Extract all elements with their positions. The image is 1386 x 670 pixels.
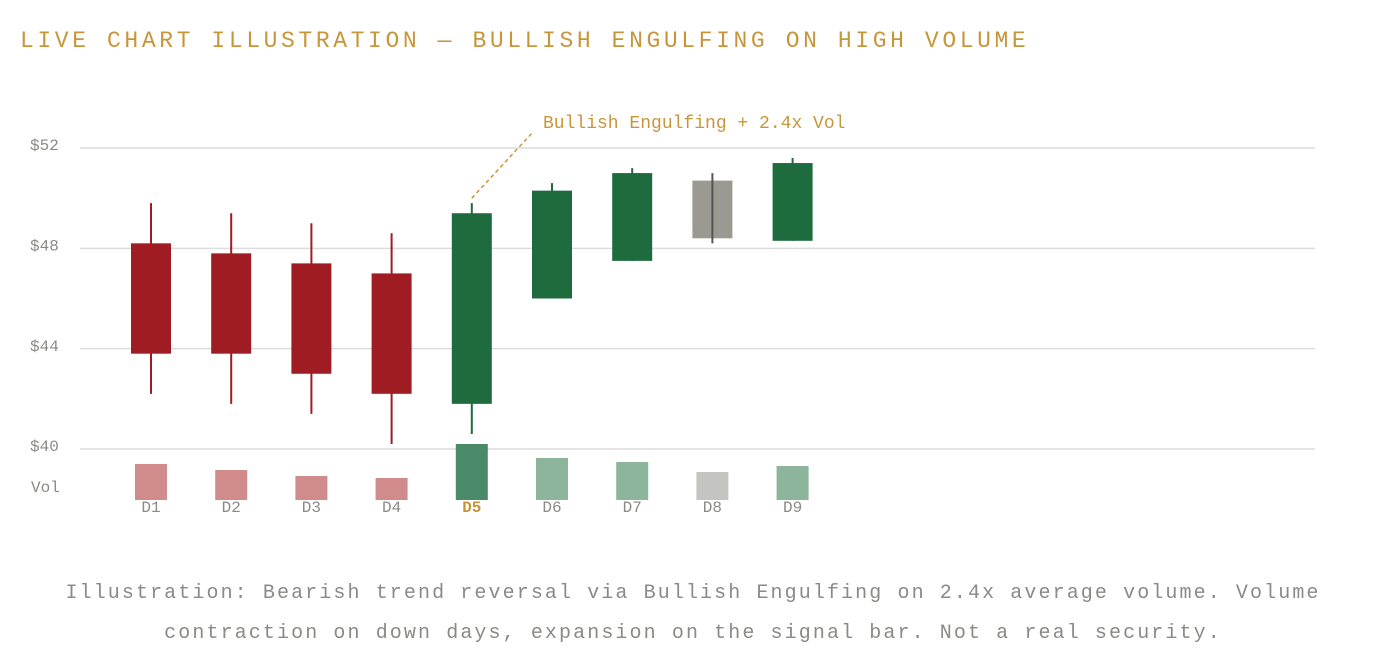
candle-body <box>451 213 492 404</box>
x-tick-label: D7 <box>623 499 642 517</box>
x-tick-label: D3 <box>302 499 321 517</box>
candle-body <box>211 253 252 354</box>
chart-title: LIVE CHART ILLUSTRATION — BULLISH ENGULF… <box>20 28 1030 54</box>
volume-bar <box>536 458 568 500</box>
x-tick-label: D2 <box>222 499 241 517</box>
x-tick-label: D1 <box>141 499 160 517</box>
candle-body <box>612 173 653 261</box>
x-tick-label: D8 <box>703 499 722 517</box>
x-tick-label: D5 <box>462 499 481 517</box>
volume-bar <box>616 462 649 500</box>
volume-bar <box>375 478 408 500</box>
candle-body <box>532 190 572 299</box>
annotation-leader <box>471 131 534 199</box>
volume-bar <box>215 470 248 500</box>
volume-bar <box>455 444 488 500</box>
volume-bar <box>776 466 809 500</box>
candle-body <box>131 243 171 354</box>
x-tick-label: D9 <box>783 499 802 517</box>
volume-bar <box>696 472 729 500</box>
chart: $52 $48 $44 $40 Vol D1 D2 D3 D4 D5 D6 D7 D8 D9 Bullish… <box>30 114 1315 517</box>
volume-bar <box>295 476 328 500</box>
candle-body <box>291 263 332 374</box>
y-tick-label: $52 <box>30 137 59 155</box>
x-tick-label: D6 <box>542 499 561 517</box>
caption: Illustration: Bearish trend reversal via… <box>65 582 1321 645</box>
annotation: Bullish Engulfing + 2.4x Vol <box>543 114 845 134</box>
y-tick-label: $44 <box>30 338 59 356</box>
candle-body <box>371 273 412 394</box>
volume-bar <box>135 464 167 500</box>
candle-body <box>772 163 813 241</box>
y-tick-label: $48 <box>30 238 59 256</box>
y-tick-label: $40 <box>30 438 59 456</box>
x-tick-label: D4 <box>382 499 401 517</box>
volume-label: Vol <box>31 479 60 497</box>
